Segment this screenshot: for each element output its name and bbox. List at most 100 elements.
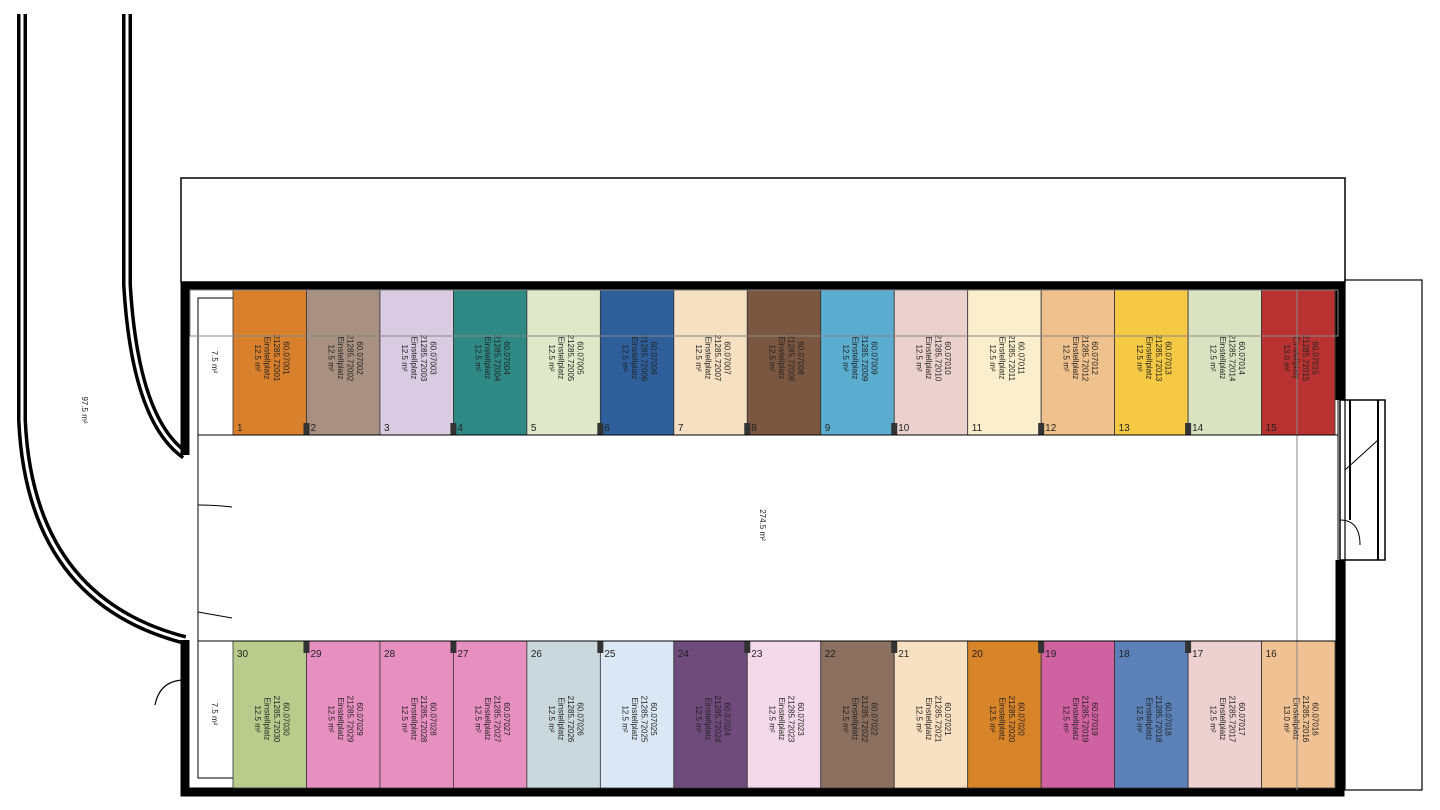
spot-number: 19 — [1045, 649, 1057, 660]
spot-id: 60.07015 — [1310, 341, 1319, 375]
spot-id: 60.07027 — [502, 702, 511, 736]
spot-number: 2 — [310, 423, 316, 434]
spot-number: 1 — [237, 423, 243, 434]
parking-spot — [599, 640, 675, 789]
spot-code: 21285.72010 — [933, 335, 942, 382]
spot-code: 21285.72018 — [1154, 696, 1163, 743]
spot-number: 14 — [1192, 423, 1204, 434]
spot-id: 60.07023 — [796, 702, 805, 736]
area-label: 274.5 m² — [758, 509, 767, 541]
parking-spot — [746, 289, 822, 436]
spot-code: 21285.72021 — [933, 696, 942, 743]
spot-code: 21285.72025 — [640, 696, 649, 743]
parking-spot — [893, 289, 969, 436]
spot-code: 21285.72009 — [860, 335, 869, 382]
spot-code: 21285.72004 — [493, 335, 502, 382]
area-label: 7.5 m² — [210, 351, 219, 374]
spot-id: 60.07019 — [1090, 702, 1099, 736]
ramp-edge — [197, 504, 233, 619]
spot-number: 8 — [751, 423, 757, 434]
spot-number: 10 — [898, 423, 910, 434]
right-area — [1344, 279, 1423, 791]
spot-number: 30 — [237, 649, 249, 660]
spot-area: 12.5 m² — [1061, 344, 1070, 371]
spot-number: 18 — [1119, 649, 1131, 660]
parking-spot — [599, 289, 675, 436]
spot-type: Einstellplatz — [850, 698, 859, 741]
spot-type: Einstellplatz — [1071, 698, 1080, 741]
parking-spot — [1261, 640, 1336, 789]
spot-type: Einstellplatz — [924, 337, 933, 380]
spot-area: 12.5 m² — [621, 705, 630, 732]
spot-code: 21285.72015 — [1301, 335, 1310, 382]
spot-number: 28 — [384, 649, 396, 660]
spot-type: Einstellplatz — [263, 698, 272, 741]
column — [891, 423, 898, 435]
spot-type: Einstellplatz — [336, 698, 345, 741]
spot-code: 21285.72029 — [346, 696, 355, 743]
spot-number: 4 — [457, 423, 463, 434]
spot-id: 60.07009 — [869, 341, 878, 375]
spot-number: 11 — [972, 423, 983, 434]
spot-id: 60.07024 — [723, 702, 732, 736]
spot-area: 12.5 m² — [474, 705, 483, 732]
spot-area: 12.5 m² — [914, 344, 923, 371]
area-label: 7.5 m² — [210, 703, 219, 726]
column — [450, 641, 457, 653]
parking-spot — [1114, 289, 1189, 436]
column — [450, 423, 457, 435]
spot-area: 12.5 m² — [400, 705, 409, 732]
spot-code: 21285.72001 — [272, 335, 281, 382]
spot-code: 21285.72028 — [419, 696, 428, 743]
spot-area: 12.5 m² — [841, 344, 850, 371]
spot-id: 60.07016 — [1310, 702, 1319, 736]
column — [303, 641, 310, 653]
parking-spot — [232, 289, 307, 436]
spot-area: 12.5 m² — [547, 705, 556, 732]
parking-spot — [379, 640, 454, 789]
spot-code: 21285.72016 — [1301, 696, 1310, 743]
spot-type: Einstellplatz — [483, 698, 492, 741]
spot-area: 12.5 m² — [768, 344, 777, 371]
spot-code: 21285.72024 — [713, 696, 722, 743]
spot-number: 22 — [825, 649, 837, 660]
spot-type: Einstellplatz — [410, 698, 419, 741]
spot-id: 60.07028 — [429, 702, 438, 736]
spot-id: 60.07030 — [282, 702, 291, 736]
spot-number: 21 — [898, 649, 910, 660]
column — [744, 641, 751, 653]
spot-number: 25 — [604, 649, 616, 660]
parking-spot — [1187, 289, 1262, 436]
column — [597, 423, 604, 435]
spot-number: 13 — [1119, 423, 1131, 434]
spot-number: 9 — [825, 423, 831, 434]
spot-area: 12.5 m² — [1208, 705, 1217, 732]
spot-number: 12 — [1045, 423, 1057, 434]
spot-type: Einstellplatz — [630, 698, 639, 741]
spot-area: 12.5 m² — [253, 705, 262, 732]
spot-number: 17 — [1192, 649, 1204, 660]
spot-type: Einstellplatz — [997, 698, 1006, 741]
spot-code: 21285.72006 — [640, 335, 649, 382]
spot-type: Einstellplatz — [1144, 337, 1153, 380]
spot-type: Einstellplatz — [1144, 698, 1153, 741]
outer-wall — [180, 281, 1345, 797]
spot-id: 60.07001 — [282, 341, 291, 375]
parking-spot — [820, 640, 895, 789]
spot-type: Einstellplatz — [924, 698, 933, 741]
spot-type: Einstellplatz — [1291, 698, 1300, 741]
spot-code: 21285.72026 — [566, 696, 575, 743]
spot-id: 60.07002 — [355, 341, 364, 375]
spot-number: 5 — [531, 423, 537, 434]
column — [1038, 423, 1045, 435]
spot-id: 60.07029 — [355, 702, 364, 736]
parking-spot — [967, 289, 1042, 436]
parking-spot — [673, 640, 748, 789]
parking-spot — [526, 640, 601, 789]
spot-code: 21285.72002 — [346, 335, 355, 382]
spot-type: Einstellplatz — [1218, 337, 1227, 380]
spot-code: 21285.72022 — [860, 696, 869, 743]
spot-number: 6 — [604, 423, 610, 434]
spot-number: 15 — [1266, 423, 1278, 434]
spot-type: Einstellplatz — [704, 698, 713, 741]
